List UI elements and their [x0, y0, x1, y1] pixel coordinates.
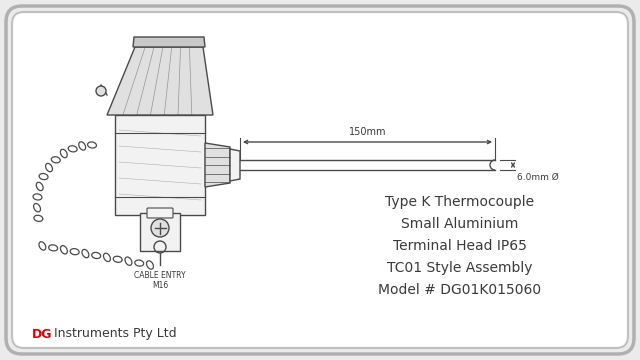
Text: TC01 Style Assembly: TC01 Style Assembly — [387, 261, 532, 275]
Polygon shape — [133, 37, 205, 47]
Text: 150mm: 150mm — [349, 127, 387, 137]
Circle shape — [151, 219, 169, 237]
Text: M16: M16 — [152, 281, 168, 290]
Polygon shape — [205, 143, 230, 187]
Text: DG: DG — [32, 328, 52, 341]
Text: Small Aluminium: Small Aluminium — [401, 217, 518, 231]
Bar — [115, 115, 205, 215]
FancyBboxPatch shape — [6, 6, 634, 354]
Text: Model # DG01K015060: Model # DG01K015060 — [378, 283, 541, 297]
Text: 6.0mm Ø: 6.0mm Ø — [517, 173, 559, 182]
FancyBboxPatch shape — [147, 208, 173, 218]
Text: Terminal Head IP65: Terminal Head IP65 — [393, 239, 527, 253]
Polygon shape — [107, 47, 213, 115]
Polygon shape — [230, 149, 240, 181]
Text: CABLE ENTRY: CABLE ENTRY — [134, 271, 186, 280]
Text: Type K Thermocouple: Type K Thermocouple — [385, 195, 534, 209]
Text: Instruments Pty Ltd: Instruments Pty Ltd — [50, 328, 177, 341]
FancyBboxPatch shape — [12, 12, 628, 348]
Bar — [140, 213, 180, 251]
Circle shape — [96, 86, 106, 96]
